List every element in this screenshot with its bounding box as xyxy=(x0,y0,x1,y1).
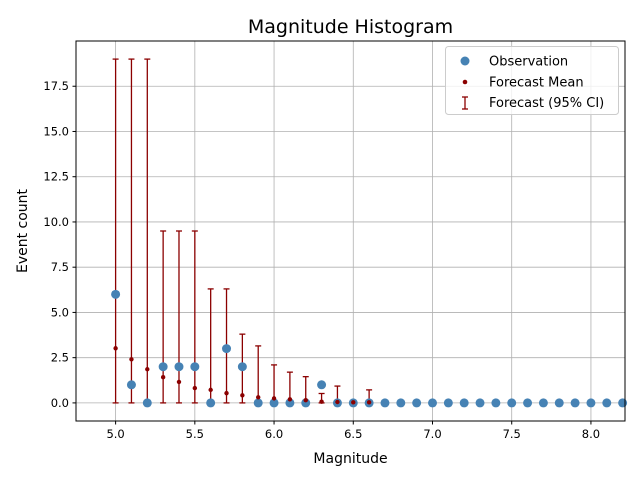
x-tick-label: 8.0 xyxy=(582,427,600,441)
axes-frame xyxy=(75,40,626,422)
observation-point xyxy=(111,289,121,299)
forecast-mean-point xyxy=(160,375,166,380)
forecast-mean-point xyxy=(145,367,150,372)
forecast-mean-point xyxy=(366,400,372,405)
observation-point xyxy=(554,398,564,408)
x-tick-label: 6.0 xyxy=(265,427,283,441)
legend: Observation Forecast Mean Forecast (95% … xyxy=(445,46,619,115)
observation-series xyxy=(111,289,628,408)
forecast-mean-point xyxy=(192,385,198,391)
observation-point xyxy=(459,398,469,408)
x-tick-label: 5.5 xyxy=(186,427,204,441)
y-tick-label: 2.5 xyxy=(51,351,69,365)
observation-point xyxy=(396,398,406,408)
chart-title: Magnitude Histogram xyxy=(248,16,453,38)
y-ticks: 0.0 2.5 5.0 7.5 10.0 12.5 15.0 17.5 xyxy=(43,79,76,410)
forecast-ci-errorbar xyxy=(207,288,214,404)
observation-point xyxy=(222,344,232,354)
legend-observation-label: Observation xyxy=(489,55,568,70)
observation-point xyxy=(269,398,279,408)
x-ticks: 5.0 5.5 6.0 6.5 7.0 7.5 8.0 xyxy=(106,421,600,441)
forecast-mean-point xyxy=(256,395,261,400)
forecast-mean-point xyxy=(240,393,245,398)
observation-point xyxy=(158,362,168,372)
observation-point xyxy=(538,398,548,408)
observation-point xyxy=(618,398,628,408)
observation-point xyxy=(523,398,533,408)
forecast-ci-errorbar xyxy=(144,58,151,404)
forecast-mean-point xyxy=(335,399,340,405)
observation-point xyxy=(285,398,295,408)
forecast-mean-point xyxy=(129,357,134,362)
observation-point xyxy=(443,398,453,408)
observation-point xyxy=(237,362,247,372)
forecast-mean-point xyxy=(271,396,277,401)
forecast-ci-errorbar xyxy=(255,345,262,404)
x-tick-label: 5.0 xyxy=(106,427,124,441)
legend-forecast-mean-marker xyxy=(462,79,468,85)
observation-point xyxy=(602,398,612,408)
observation-point xyxy=(174,362,184,372)
forecast-mean-series xyxy=(113,346,372,405)
observation-point xyxy=(507,398,517,408)
observation-point xyxy=(317,380,327,390)
observation-point xyxy=(570,398,580,408)
forecast-mean-point xyxy=(113,346,118,351)
observation-point xyxy=(380,398,390,408)
observation-point xyxy=(586,398,596,408)
y-tick-label: 17.5 xyxy=(43,79,69,93)
y-axis-label: Event count xyxy=(15,188,31,273)
legend-forecast-ci-label: Forecast (95% CI) xyxy=(489,96,604,111)
observation-point xyxy=(427,398,437,408)
observation-point xyxy=(491,398,501,408)
x-tick-label: 6.5 xyxy=(344,427,362,441)
observation-point xyxy=(206,398,216,408)
x-tick-label: 7.5 xyxy=(503,427,521,441)
y-tick-label: 7.5 xyxy=(51,260,69,274)
y-tick-label: 5.0 xyxy=(51,305,69,319)
legend-forecast-mean-label: Forecast Mean xyxy=(489,76,584,91)
observation-point xyxy=(301,398,311,408)
forecast-ci-errorbar xyxy=(160,230,167,404)
forecast-mean-point xyxy=(208,387,213,393)
x-axis-label: Magnitude xyxy=(313,451,387,467)
legend-forecast-ci-marker xyxy=(462,96,468,110)
y-tick-label: 15.0 xyxy=(43,124,69,138)
y-tick-label: 10.0 xyxy=(43,215,69,229)
forecast-ci-errorbar xyxy=(112,58,119,404)
forecast-mean-point xyxy=(224,390,229,396)
x-tick-label: 7.0 xyxy=(423,427,441,441)
observation-point xyxy=(126,380,136,390)
y-tick-label: 12.5 xyxy=(43,170,69,184)
forecast-ci-errorbar xyxy=(191,230,198,404)
forecast-mean-point xyxy=(303,397,308,403)
observation-point xyxy=(475,398,485,408)
legend-observation-marker xyxy=(460,56,470,66)
forecast-mean-point xyxy=(351,400,356,405)
y-tick-label: 0.0 xyxy=(51,396,69,410)
observation-point xyxy=(253,398,263,408)
legend-box xyxy=(445,46,619,115)
observation-point xyxy=(142,398,152,408)
forecast-ci-series xyxy=(112,58,373,404)
forecast-ci-errorbar xyxy=(128,58,135,404)
forecast-ci-errorbar xyxy=(175,230,182,404)
observation-point xyxy=(190,362,200,372)
observation-point xyxy=(412,398,422,408)
forecast-mean-point xyxy=(319,399,324,404)
forecast-mean-point xyxy=(176,379,182,385)
forecast-mean-point xyxy=(287,397,293,402)
